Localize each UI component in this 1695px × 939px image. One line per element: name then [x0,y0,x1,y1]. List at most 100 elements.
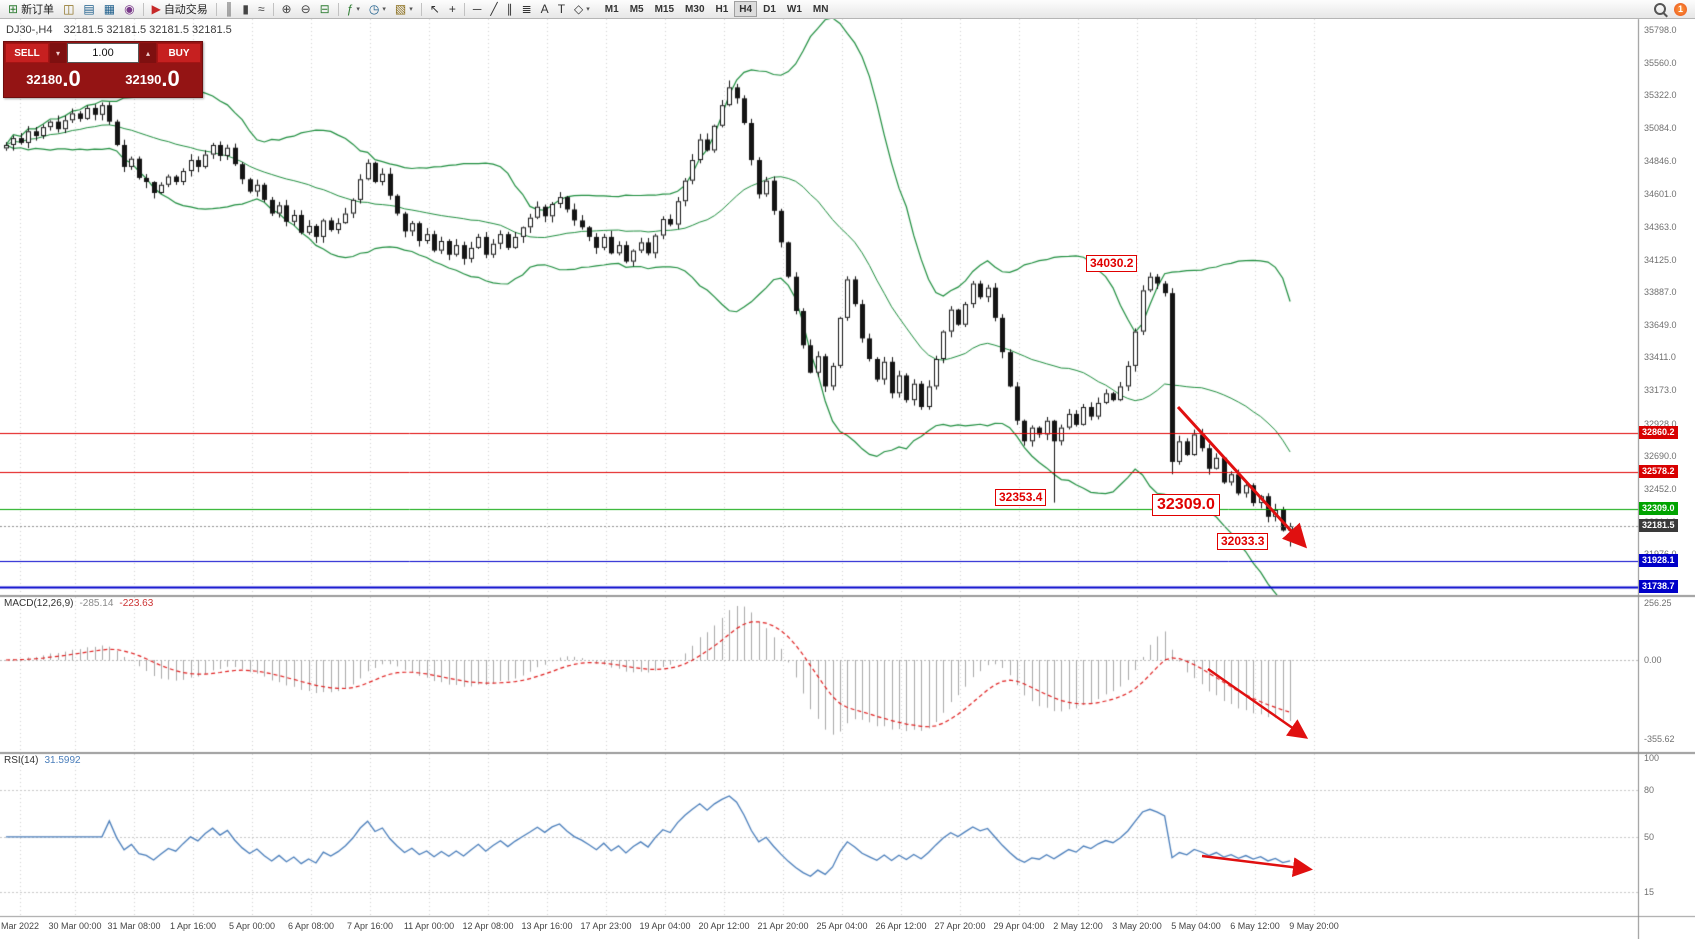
time-axis-label: 5 Apr 00:00 [228,921,276,931]
toolbar-separator [337,2,339,16]
time-axis-label: 30 Mar 00:00 [48,921,102,931]
time-axis-label: 27 Apr 20:00 [934,921,986,931]
buy-price[interactable]: 32190 .0 [103,67,202,94]
price-axis-label: 33649.0 [1644,319,1677,330]
trend-arrow-main[interactable] [1176,405,1308,549]
trend-arrow-rsi[interactable] [1201,854,1313,878]
line-chart-icon: ≈ [257,2,265,16]
price-tag: 32309.0 [1639,501,1678,515]
price-axis-label: 35084.0 [1644,122,1677,133]
timeframe-w1-button[interactable]: W1 [782,1,807,17]
toolbar-separator [272,2,274,16]
navigator-button[interactable]: ◉ [120,1,138,18]
time-axis-label: 11 Apr 00:00 [403,921,455,931]
time-axis-label: 29 Apr 04:00 [993,921,1045,931]
zoom-in-button[interactable]: ⊕ [278,1,296,18]
chart-window-button[interactable]: ◫ [59,1,78,18]
volume-decrease-button[interactable]: ▾ [50,43,67,63]
candlestick-chart-icon: ▮ [242,2,249,16]
sell-button[interactable]: SELL [5,43,49,63]
new-order-button[interactable]: ⊞ 新订单 [4,1,58,18]
rsi-panel-label: RSI(14) 31.5992 [4,755,81,766]
search-icon[interactable] [1654,3,1666,15]
toolbar-separator [142,2,144,16]
bar-chart-icon: ║ [224,2,234,16]
timeframe-d1-button[interactable]: D1 [758,1,781,17]
indicators-icon: ƒ [346,2,354,16]
templates-button[interactable]: ▧ ▾ [391,1,417,18]
toolbar: ⊞ 新订单 ◫ ▤ ▦ ◉ ▶ 自动交易 ║ ▮ ≈ ⊕ ⊖ ⊟ ƒ ▾ ◷ ▾ ▧ ▾ ↖ + ─ ╱ ∥ ≣ A T ◇ ▾ M1 M5… [0,0,1695,19]
price-tag: 31738.7 [1639,579,1678,593]
volume-input[interactable]: 1.00 [67,43,139,63]
price-annotation[interactable]: 32309.0 [1152,494,1220,516]
shapes-icon: ◇ [574,2,584,16]
tile-windows-icon: ⊟ [319,2,330,16]
timeframe-m5-button[interactable]: M5 [625,1,649,17]
autotrade-button[interactable]: ▶ 自动交易 [148,1,212,18]
price-tag: 32860.2 [1639,426,1678,440]
sell-price[interactable]: 32180 .0 [4,67,103,94]
price-axis-label: 33887.0 [1644,287,1677,298]
text-icon: A [540,2,549,16]
buy-button[interactable]: BUY [157,43,201,63]
timeframe-h4-button[interactable]: H4 [734,1,758,17]
candlestick-chart-button[interactable]: ▮ [238,1,253,18]
time-axis-label: 31 Mar 08:00 [107,921,161,931]
market-watch-button[interactable]: ▤ [79,1,98,18]
notification-badge[interactable]: 1 [1674,2,1687,16]
price-annotation[interactable]: 34030.2 [1086,255,1138,272]
timeframe-m30-button[interactable]: M30 [680,1,709,17]
rsi-scale-label: 80 [1644,784,1655,795]
horizontal-line-button[interactable]: ─ [469,1,486,18]
text-button[interactable]: A [537,1,553,18]
time-axis-label: 9 May 20:00 [1289,921,1339,931]
time-axis-label: 6 Apr 08:00 [287,921,335,931]
data-window-button[interactable]: ▦ [100,1,119,18]
price-annotation[interactable]: 32033.3 [1217,533,1269,550]
toolbar-separator [215,2,217,16]
sell-price-main: 32180 [26,72,63,88]
volume-increase-button[interactable]: ▴ [139,43,156,63]
chevron-down-icon: ▾ [356,6,360,13]
zoom-in-icon: ⊕ [281,2,292,16]
macd-signal-value: -223.63 [119,598,154,609]
time-axis-label: Mar 2022 [0,921,40,931]
timeframe-m1-button[interactable]: M1 [600,1,624,17]
chevron-down-icon: ▾ [382,6,386,13]
price-annotation[interactable]: 32353.4 [995,489,1047,506]
time-axis-label: 13 Apr 16:00 [521,921,573,931]
trendline-button[interactable]: ╱ [486,1,501,18]
timeframe-h1-button[interactable]: H1 [711,1,734,17]
label-button[interactable]: T [554,1,569,18]
zoom-out-button[interactable]: ⊖ [297,1,315,18]
bid-ask-prices: 32180 .0 32190 .0 [4,64,202,97]
tile-windows-button[interactable]: ⊟ [316,1,334,18]
toolbar-left: ⊞ 新订单 ◫ ▤ ▦ ◉ ▶ 自动交易 ║ ▮ ≈ ⊕ ⊖ ⊟ ƒ ▾ ◷ ▾ ▧ ▾ ↖ + ─ ╱ ∥ ≣ A T ◇ ▾ [4,1,594,18]
trendline-icon: ╱ [490,2,498,16]
periods-button[interactable]: ◷ ▾ [365,1,390,18]
toolbar-separator [420,2,422,16]
trade-controls-row: SELL ▾ 1.00 ▴ BUY [4,42,202,64]
shapes-button[interactable]: ◇ ▾ [570,1,594,18]
crosshair-icon: + [448,2,456,16]
price-axis-label: 34601.0 [1644,189,1677,200]
channel-button[interactable]: ∥ [503,1,517,18]
cursor-button[interactable]: ↖ [426,1,444,18]
timeframe-m15-button[interactable]: M15 [650,1,679,17]
crosshair-button[interactable]: + [445,1,460,18]
price-axis-label: 35798.0 [1644,25,1677,35]
line-chart-button[interactable]: ≈ [254,1,269,18]
time-axis-label: 1 Apr 16:00 [169,921,217,931]
indicators-button[interactable]: ƒ ▾ [343,1,364,18]
symbol-timeframe-label: DJ30-,H4 [6,24,53,36]
data-window-icon: ▦ [103,2,116,16]
rsi-scale-label: 15 [1644,887,1655,898]
trend-arrow-macd[interactable] [1207,667,1309,739]
bar-chart-button[interactable]: ║ [221,1,238,18]
timeframe-mn-button[interactable]: MN [808,1,834,17]
fibonacci-button[interactable]: ≣ [518,1,536,18]
cursor-icon: ↖ [429,2,440,16]
